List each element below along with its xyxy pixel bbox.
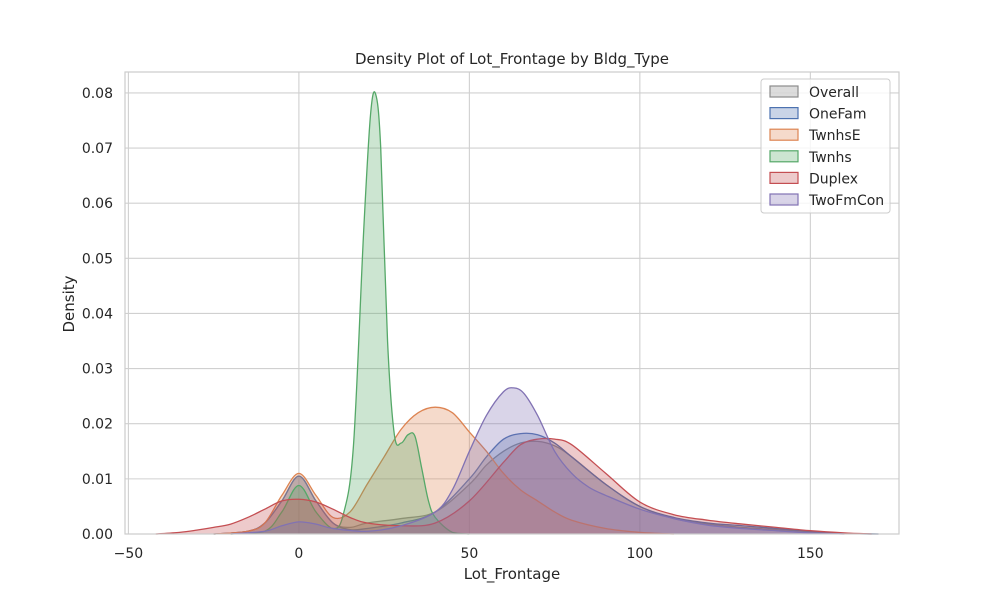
y-tick-label: 0.05 [82, 251, 113, 267]
y-tick-label: 0.06 [82, 196, 113, 212]
density-area-overall [213, 441, 879, 534]
x-tick-label: 100 [626, 546, 653, 562]
tick-labels: −50 0 50 100 150 0.00 0.01 0.02 0.03 0.04 0.05 0.06… [82, 86, 824, 562]
legend-label-twnhs: Twnhs [808, 150, 852, 166]
density-line-onefam [213, 432, 879, 535]
x-tick-label: −50 [114, 546, 144, 562]
legend-swatch-overall [769, 85, 799, 98]
y-tick-label: 0.02 [82, 417, 113, 433]
legend-item-twofmcon: TwoFmCon [769, 193, 884, 209]
density-area-twofmcon [230, 387, 845, 534]
density-line-twofmcon [230, 387, 845, 535]
density-line-twnhse [213, 406, 674, 535]
legend-swatch-twnhse [769, 128, 799, 141]
density-area-onefam [213, 433, 879, 534]
y-tick-label: 0.08 [82, 86, 113, 102]
y-tick-label: 0.07 [82, 141, 113, 157]
x-tick-label: 150 [797, 546, 824, 562]
x-tick-label: 0 [294, 546, 303, 562]
legend-label-onefam: OneFam [809, 107, 867, 123]
legend-item-duplex: Duplex [769, 171, 858, 187]
legend-label-duplex: Duplex [809, 171, 858, 187]
density-areas [155, 91, 879, 535]
y-tick-label: 0.00 [82, 527, 113, 543]
y-axis-title: Density [60, 275, 78, 332]
density-line-twnhs [230, 91, 470, 535]
legend-swatch-duplex [769, 171, 799, 184]
grid [125, 72, 899, 535]
chart-title: Density Plot of Lot_Frontage by Bldg_Typ… [355, 50, 669, 69]
density-line-duplex [155, 437, 872, 535]
y-tick-label: 0.03 [82, 362, 113, 378]
y-tick-label: 0.04 [82, 306, 113, 322]
plot-frame [124, 71, 900, 535]
x-tick-label: 50 [460, 546, 478, 562]
legend-label-twofmcon: TwoFmCon [808, 193, 884, 209]
legend-item-overall: Overall [769, 85, 859, 101]
density-area-twnhse [213, 407, 674, 534]
legend-swatch-twnhs [769, 150, 799, 163]
legend-label-twnhse: TwnhsE [808, 128, 861, 144]
legend-swatch-onefam [769, 106, 799, 120]
legend-item-onefam: OneFam [769, 106, 867, 123]
y-tick-label: 0.01 [82, 472, 113, 488]
legend: Overall OneFam TwnhsE Twnhs Duplex TwoFmCon [760, 78, 891, 214]
legend-item-twnhse: TwnhsE [769, 128, 861, 144]
x-axis-title: Lot_Frontage [464, 565, 561, 584]
legend-label-overall: Overall [809, 85, 859, 101]
legend-item-twnhs: Twnhs [769, 150, 852, 166]
legend-swatch-twofmcon [769, 193, 799, 206]
legend-box [760, 78, 891, 214]
